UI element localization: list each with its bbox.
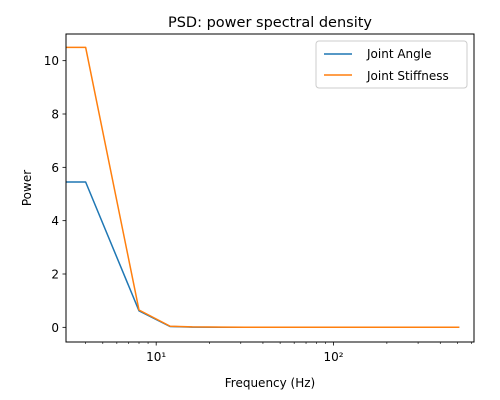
legend-label-joint-angle: Joint Angle bbox=[366, 47, 432, 61]
legend: Joint Angle Joint Stiffness bbox=[315, 40, 468, 89]
y-tick-label: 4 bbox=[51, 214, 59, 228]
y-tick-label: 10 bbox=[44, 54, 59, 68]
y-axis-title: Power bbox=[20, 170, 34, 206]
y-tick-label: 0 bbox=[51, 321, 59, 335]
series-line-joint-stiffness bbox=[66, 46, 460, 329]
y-tick-label: 8 bbox=[51, 108, 59, 122]
plot-frame bbox=[65, 33, 475, 343]
x-axis-title: Frequency (Hz) bbox=[225, 376, 316, 390]
y-tick-label: 2 bbox=[51, 268, 59, 282]
y-tick-label: 6 bbox=[51, 161, 59, 175]
y-axis-ticks: 0 2 4 6 8 10 bbox=[44, 54, 66, 335]
legend-label-joint-stiffness: Joint Stiffness bbox=[366, 69, 449, 83]
chart-title: PSD: power spectral density bbox=[168, 15, 372, 31]
legend-box bbox=[315, 40, 468, 89]
x-tick-label: 10² bbox=[323, 350, 343, 364]
x-tick-label: 10¹ bbox=[146, 350, 166, 364]
series-layer bbox=[66, 46, 460, 329]
